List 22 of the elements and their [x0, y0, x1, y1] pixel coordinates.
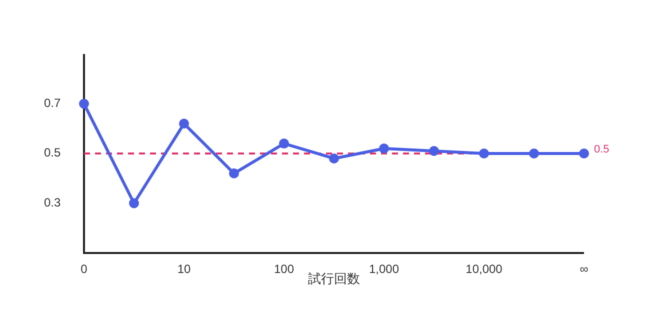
x-tick-label: 1,000: [368, 262, 400, 276]
x-tick-label: 0: [80, 262, 88, 276]
y-tick-label: 0.5: [44, 146, 62, 160]
x-tick-label: 100: [274, 262, 294, 276]
y-tick-label: 0.7: [44, 96, 62, 110]
point: [179, 118, 189, 129]
x-tick-label: 10,000: [466, 262, 503, 276]
point: [329, 153, 339, 164]
x-tick-label: ∞: [580, 262, 589, 276]
point: [279, 138, 289, 149]
point: [79, 98, 89, 109]
x-axis-title: 試行回数: [308, 271, 360, 286]
point: [579, 148, 589, 158]
point: [479, 148, 489, 158]
point: [379, 144, 389, 154]
point: [529, 148, 539, 158]
ref-line-label: 0.5: [594, 143, 610, 156]
point: [429, 146, 439, 156]
point: [129, 198, 139, 208]
point: [229, 168, 239, 178]
x-tick-label: 10: [177, 262, 191, 276]
y-tick-label: 0.3: [44, 195, 62, 210]
